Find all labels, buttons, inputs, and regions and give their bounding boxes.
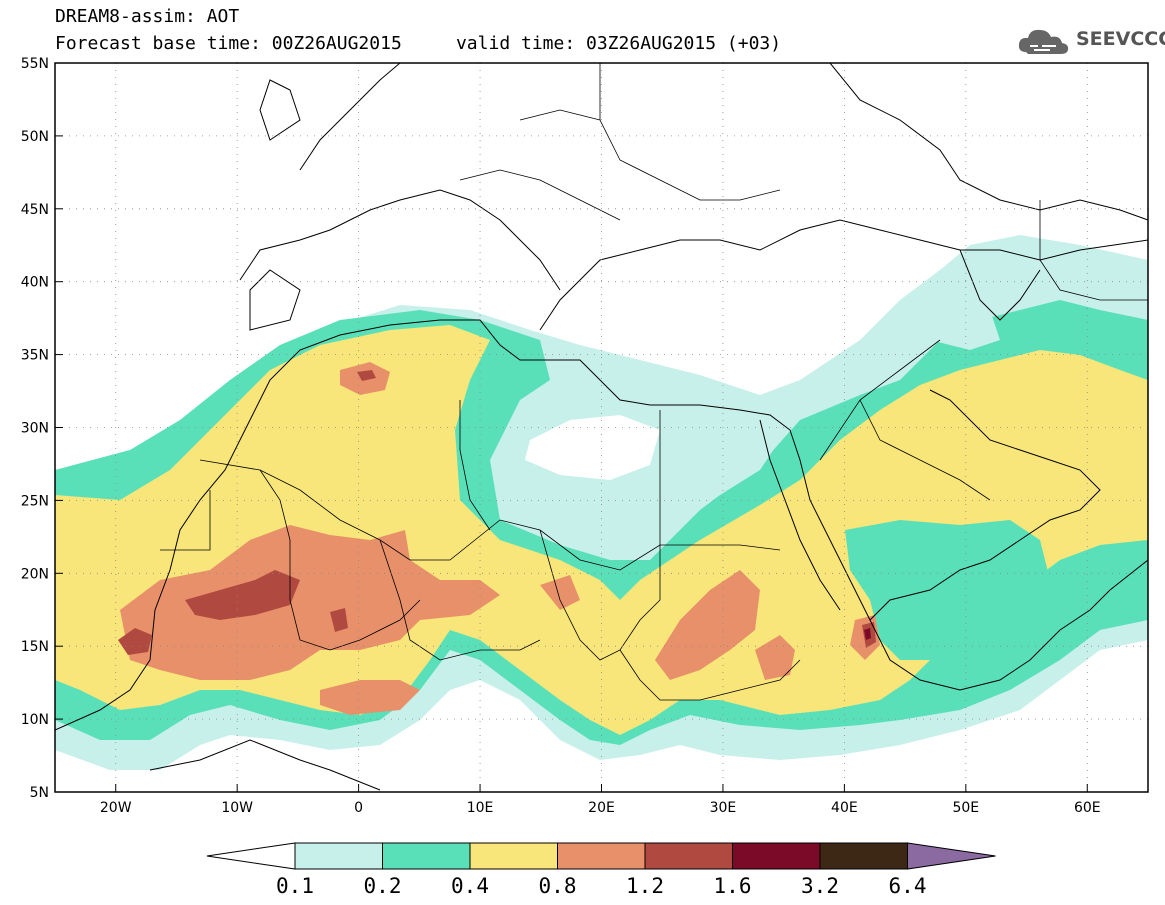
colorbar-label: 0.4 — [451, 874, 489, 898]
colorbar-label: 0.1 — [276, 874, 314, 898]
colorbar-box — [557, 842, 646, 870]
aot-patch-caspian — [900, 300, 1000, 350]
lat-label: 50N — [21, 129, 49, 145]
lat-label: 55N — [21, 56, 49, 72]
colorbar-arrow-low — [206, 842, 296, 870]
lon-label: 20E — [588, 800, 615, 816]
lon-label: 20W — [100, 800, 132, 816]
lat-label: 40N — [21, 275, 49, 291]
colorbar-arrow-high — [907, 842, 996, 870]
lat-label: 10N — [21, 712, 49, 728]
lon-label: 10W — [221, 800, 253, 816]
lon-label: 50E — [952, 800, 979, 816]
lon-label: 60E — [1074, 800, 1101, 816]
aot-patch-chad — [655, 570, 760, 680]
coastlines — [55, 63, 1148, 791]
colorbar-label: 3.2 — [801, 874, 839, 898]
lon-label: 40E — [831, 800, 858, 816]
aot-patch-lake — [540, 575, 580, 610]
grid-lines — [55, 62, 1148, 793]
lon-label: 10E — [467, 800, 494, 816]
aot-patch-algeria-core — [357, 370, 376, 381]
map-frame — [54, 62, 1149, 793]
colorbar-label: 1.6 — [714, 874, 752, 898]
colorbar: 0.1 0.2 0.4 0.8 1.2 1.6 3.2 6.4 — [206, 842, 996, 898]
logo-text: SEEVCCC — [1076, 28, 1165, 50]
aot-band-0.8 — [120, 525, 500, 680]
aot-patch-mali — [330, 608, 348, 632]
aot-patch-sudan — [755, 635, 795, 680]
longitude-labels: 20W 10W 0 10E 20E 30E 40E 50E 60E — [100, 800, 1101, 816]
logo: SEEVCCC — [1016, 24, 1165, 58]
map-title: DREAM8-assim: AOT — [55, 6, 240, 27]
lat-label: 30N — [21, 421, 49, 437]
lat-label: 15N — [21, 639, 49, 655]
lat-label: 20N — [21, 566, 49, 582]
colorbar-box — [469, 842, 558, 870]
colorbar-box — [382, 842, 471, 870]
lon-label: 0 — [354, 800, 363, 816]
colorbar-box — [819, 842, 908, 870]
lat-label: 35N — [21, 348, 49, 364]
aot-patch-sahara-white — [525, 415, 660, 480]
aot-patch-niger-south — [320, 680, 420, 715]
borders — [160, 63, 1148, 701]
cloud-icon — [1018, 29, 1069, 54]
colorbar-box — [732, 842, 821, 870]
aot-band-1.6 — [864, 628, 871, 640]
colorbar-label: 6.4 — [889, 874, 927, 898]
lat-label: 5N — [30, 785, 49, 801]
forecast-time-line: Forecast base time: 00Z26AUG2015 valid t… — [55, 33, 782, 54]
colorbar-label: 0.8 — [539, 874, 577, 898]
aot-patch-arabia — [845, 520, 1050, 660]
lon-label: 30E — [710, 800, 737, 816]
colorbar-label: 1.2 — [626, 874, 664, 898]
colorbar-label: 0.2 — [364, 874, 402, 898]
aot-patch-senegal — [118, 628, 152, 655]
lat-label: 45N — [21, 202, 49, 218]
colorbar-box — [294, 842, 383, 870]
colorbar-box — [644, 842, 733, 870]
lat-label: 25N — [21, 493, 49, 509]
latitude-labels: 55N 50N 45N 40N 35N 30N 25N 20N 15N 10N 5N — [21, 56, 49, 801]
aot-band-1.2 — [185, 570, 300, 620]
